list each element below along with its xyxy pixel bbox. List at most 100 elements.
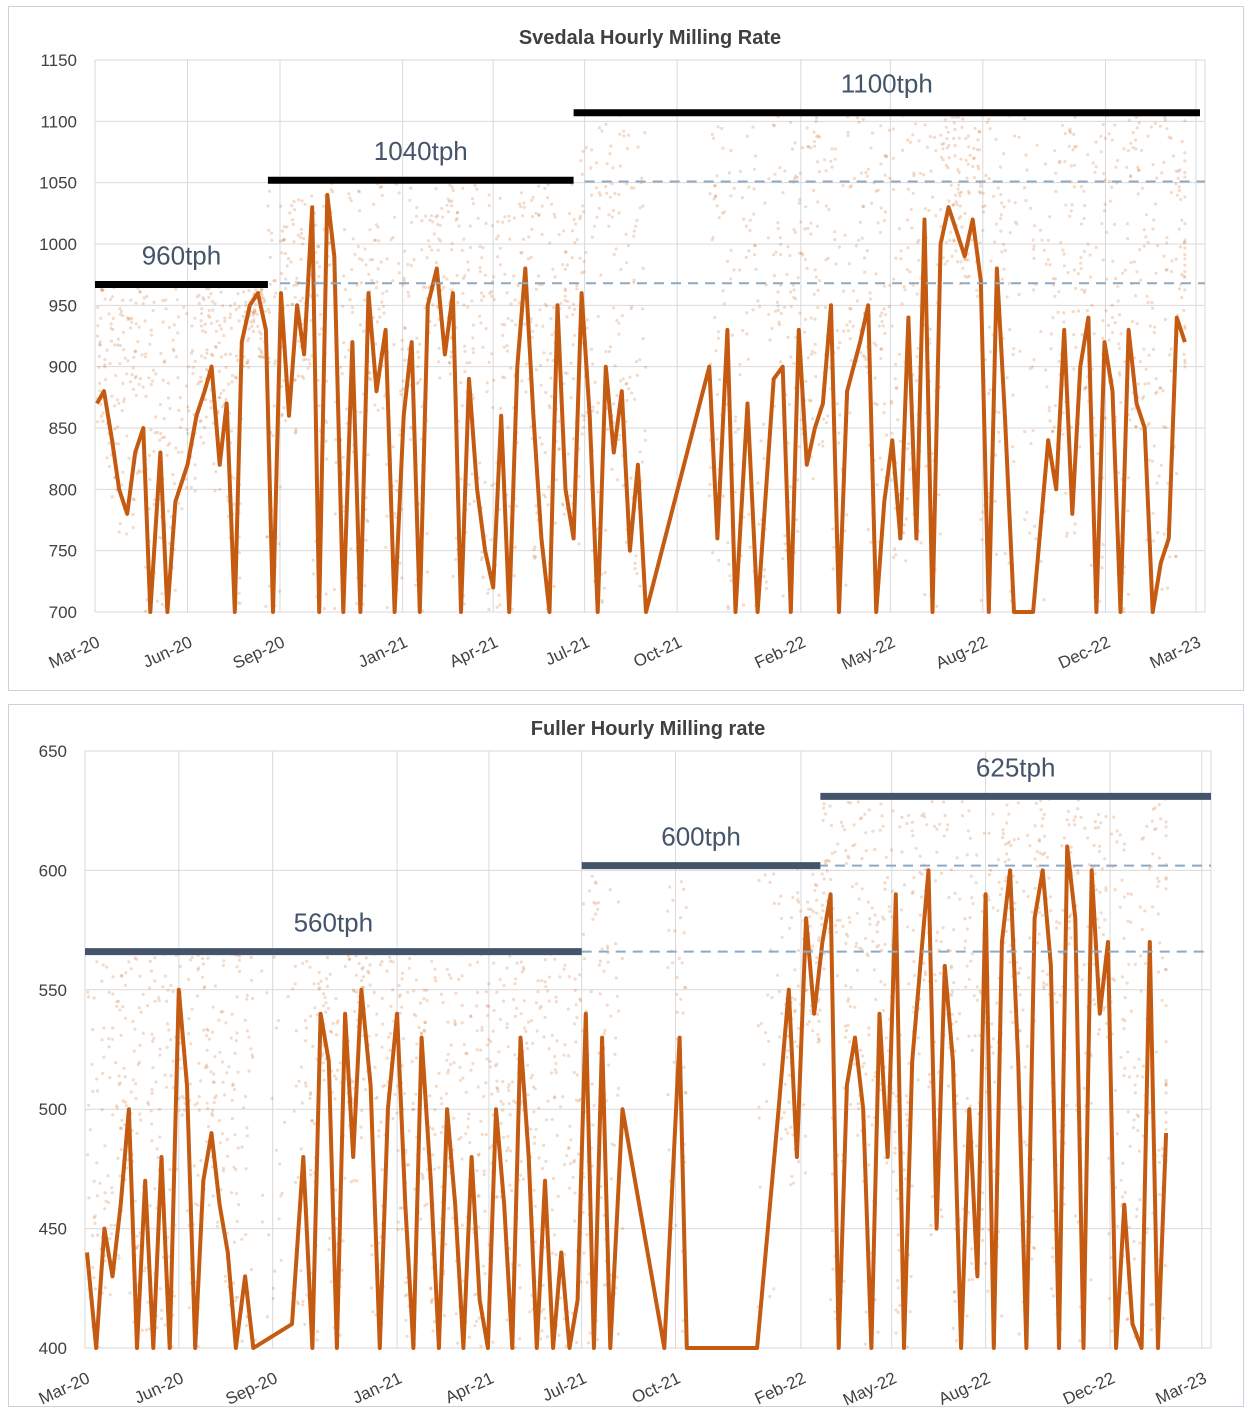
scatter-point	[438, 223, 442, 228]
scatter-point	[829, 823, 834, 828]
scatter-point	[478, 244, 482, 249]
scatter-point	[109, 339, 114, 343]
scatter-point	[429, 1301, 433, 1305]
scatter-point	[1131, 130, 1135, 135]
scatter-point	[907, 1061, 911, 1065]
scatter-point	[611, 306, 616, 310]
scatter-point	[996, 857, 1001, 862]
scatter-point	[728, 574, 732, 578]
scatter-point	[900, 302, 904, 306]
scatter-point	[532, 548, 536, 552]
scatter-point	[541, 1283, 545, 1288]
scatter-point	[491, 1340, 495, 1344]
scatter-point	[469, 1014, 473, 1019]
scatter-point	[299, 1065, 303, 1069]
scatter-point	[1072, 818, 1076, 822]
scatter-point	[534, 287, 538, 291]
scatter-point	[285, 225, 289, 229]
scatter-point	[432, 232, 436, 236]
scatter-point	[966, 258, 970, 262]
scatter-point	[817, 997, 821, 1001]
scatter-point	[827, 208, 831, 212]
scatter-point	[217, 395, 221, 399]
scatter-point	[899, 249, 903, 253]
scatter-point	[468, 224, 472, 228]
scatter-point	[367, 272, 371, 276]
scatter-point	[434, 261, 439, 265]
scatter-point	[751, 125, 755, 129]
scatter-point	[151, 308, 155, 313]
scatter-point	[399, 392, 403, 397]
scatter-point	[139, 1010, 143, 1014]
scatter-point	[873, 376, 877, 380]
scatter-point	[821, 444, 825, 448]
scatter-point	[1086, 153, 1090, 157]
scatter-point	[1066, 809, 1070, 814]
scatter-point	[614, 247, 618, 251]
scatter-point	[1053, 992, 1057, 996]
scatter-point	[232, 1240, 237, 1244]
scatter-point	[974, 881, 978, 885]
scatter-point	[721, 494, 726, 498]
scatter-point	[98, 343, 102, 347]
scatter-point	[955, 203, 959, 207]
scatter-point	[617, 192, 621, 196]
scatter-point	[574, 1040, 578, 1044]
scatter-point	[977, 148, 982, 152]
scatter-point	[460, 1021, 464, 1025]
scatter-point	[349, 199, 353, 203]
y-tick-label: 900	[49, 358, 77, 377]
scatter-point	[549, 202, 554, 206]
scatter-point	[1176, 169, 1180, 173]
scatter-point	[581, 425, 586, 429]
scatter-point	[626, 244, 631, 248]
scatter-point	[1135, 270, 1139, 274]
scatter-point	[338, 365, 342, 369]
scatter-point	[923, 815, 927, 819]
scatter-point	[1051, 277, 1055, 281]
scatter-point	[481, 345, 485, 350]
scatter-point	[994, 222, 999, 226]
scatter-point	[612, 252, 616, 257]
scatter-point	[1008, 231, 1012, 235]
scatter-point	[578, 973, 582, 977]
scatter-point	[734, 415, 738, 419]
scatter-point	[1159, 386, 1163, 390]
scatter-point	[914, 846, 918, 850]
scatter-point	[976, 138, 980, 142]
scatter-point	[366, 520, 370, 524]
scatter-point	[895, 1279, 900, 1283]
scatter-point	[566, 1147, 571, 1151]
scatter-point	[208, 315, 212, 319]
scatter-point	[758, 1185, 762, 1189]
scatter-point	[195, 295, 199, 299]
scatter-point	[482, 294, 486, 299]
scatter-point	[989, 1045, 993, 1049]
scatter-point	[308, 1092, 312, 1097]
scatter-point	[949, 966, 953, 970]
scatter-point	[875, 483, 879, 487]
scatter-point	[416, 350, 420, 354]
scatter-point	[324, 977, 329, 981]
scatter-point	[279, 204, 283, 208]
scatter-point	[668, 885, 672, 889]
scatter-point	[236, 292, 240, 296]
scatter-point	[710, 238, 714, 242]
scatter-point	[713, 315, 717, 320]
scatter-point	[969, 959, 973, 963]
scatter-point	[904, 1094, 909, 1098]
scatter-point	[789, 120, 793, 125]
scatter-point	[1028, 367, 1032, 371]
scatter-point	[1170, 259, 1174, 263]
scatter-point	[476, 216, 480, 220]
scatter-point	[711, 551, 715, 555]
scatter-point	[883, 154, 887, 158]
scatter-point	[152, 502, 156, 507]
scatter-point	[779, 283, 783, 287]
scatter-point	[251, 1055, 255, 1059]
scatter-point	[967, 190, 971, 194]
scatter-point	[563, 289, 568, 293]
scatter-point	[817, 938, 821, 943]
scatter-point	[219, 1141, 223, 1145]
scatter-point	[793, 1008, 797, 1012]
